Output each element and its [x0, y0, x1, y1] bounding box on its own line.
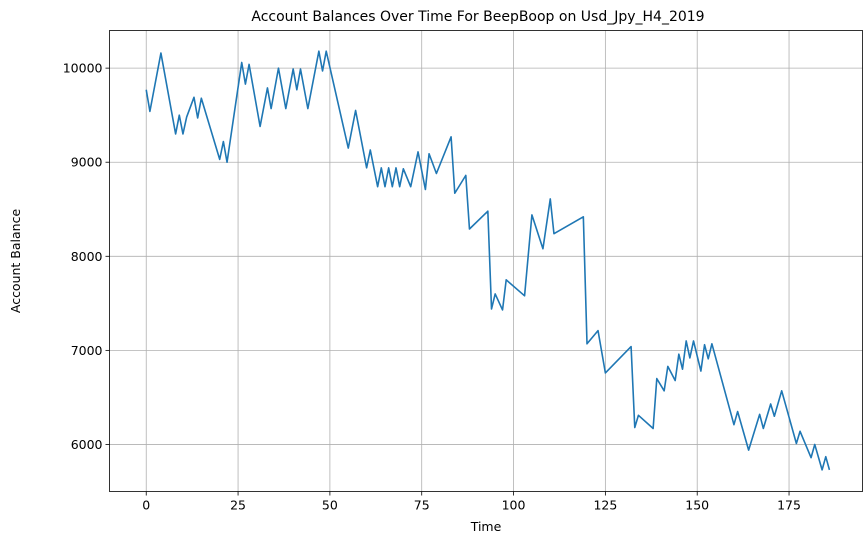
x-tick-label: 125: [593, 498, 617, 513]
chart-title: Account Balances Over Time For BeepBoop …: [251, 9, 704, 25]
x-tick-label: 100: [502, 498, 526, 513]
grid: [109, 30, 863, 492]
x-tick-label: 50: [322, 498, 338, 513]
series-layer: [145, 50, 831, 471]
y-axis: 6000 7000 8000 9000 10000: [63, 61, 110, 452]
x-axis: 0 25 50 75 100 125 150 175: [142, 491, 801, 513]
x-tick-label: 75: [414, 498, 430, 513]
y-tick-label: 10000: [63, 61, 103, 76]
series-line: [145, 50, 831, 471]
y-tick-label: 8000: [71, 249, 103, 264]
x-tick-label: 0: [142, 498, 150, 513]
x-tick-label: 175: [777, 498, 801, 513]
y-tick-label: 7000: [71, 343, 103, 358]
y-axis-label: Account Balance: [8, 209, 23, 314]
x-axis-label: Time: [470, 519, 502, 534]
plot-area-frame: [109, 30, 863, 492]
x-tick-label: 25: [230, 498, 246, 513]
x-tick-label: 150: [685, 498, 709, 513]
y-tick-label: 9000: [71, 155, 103, 170]
y-tick-label: 6000: [71, 437, 103, 452]
